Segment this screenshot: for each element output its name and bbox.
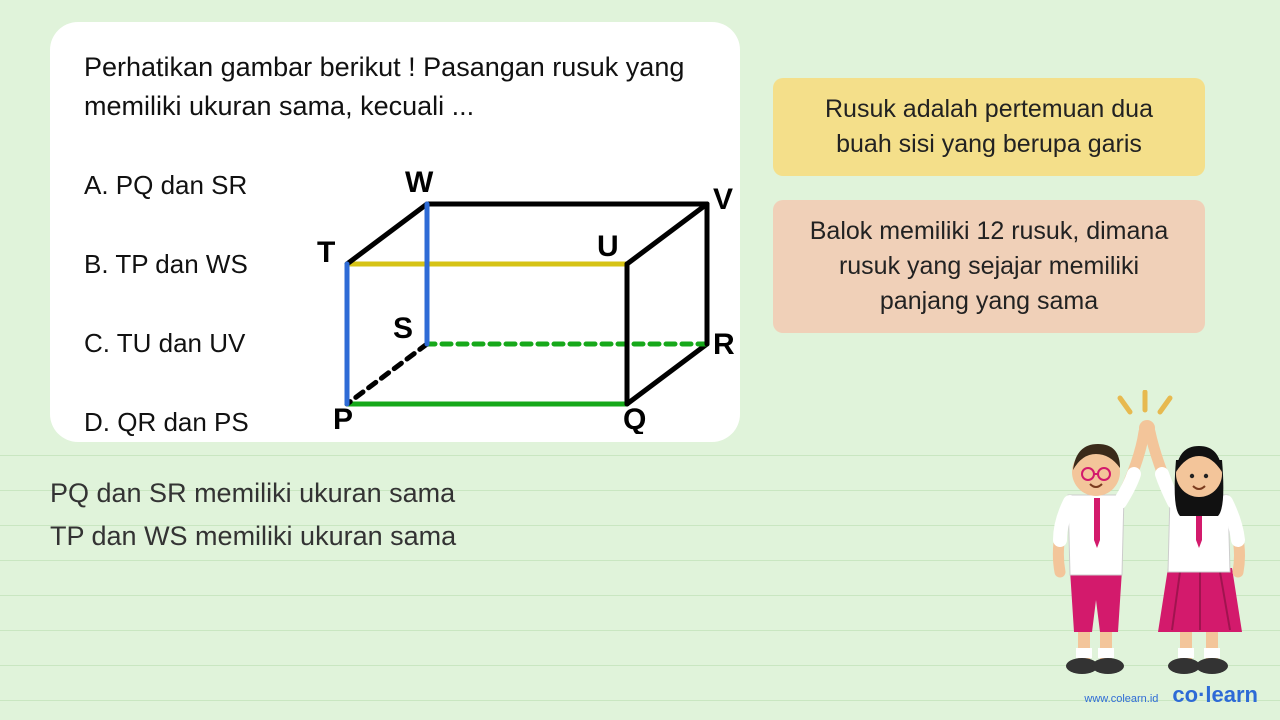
footer-url: www.colearn.id <box>1084 693 1158 705</box>
svg-text:U: U <box>597 230 619 263</box>
question-card: Perhatikan gambar berikut ! Pasangan rus… <box>50 22 740 442</box>
svg-text:P: P <box>333 403 353 434</box>
info-box-balok-rusuk: Balok memiliki 12 rusuk, dimana rusuk ya… <box>773 200 1205 333</box>
option-b: B. TP dan WS <box>84 249 249 280</box>
footer: www.colearn.id co·learn <box>1084 682 1258 708</box>
svg-text:W: W <box>405 166 434 199</box>
svg-text:Q: Q <box>623 403 646 434</box>
answer-line-2: TP dan WS memiliki ukuran sama <box>50 521 456 552</box>
answer-lines: PQ dan SR memiliki ukuran sama TP dan WS… <box>50 478 456 564</box>
cuboid-diagram: P Q R S T U V W <box>315 154 735 434</box>
svg-text:S: S <box>393 312 413 345</box>
answer-line-1: PQ dan SR memiliki ukuran sama <box>50 478 456 509</box>
option-d: D. QR dan PS <box>84 407 249 438</box>
question-text: Perhatikan gambar berikut ! Pasangan rus… <box>84 48 706 126</box>
svg-text:R: R <box>713 328 735 361</box>
info-box-rusuk-definisi: Rusuk adalah pertemuan dua buah sisi yan… <box>773 78 1205 176</box>
option-a: A. PQ dan SR <box>84 170 249 201</box>
option-c: C. TU dan UV <box>84 328 249 359</box>
svg-text:V: V <box>713 183 733 216</box>
students-illustration <box>1040 390 1260 680</box>
svg-text:T: T <box>317 236 335 269</box>
options-list: A. PQ dan SR B. TP dan WS C. TU dan UV D… <box>84 170 249 438</box>
footer-brand: co·learn <box>1172 682 1258 708</box>
